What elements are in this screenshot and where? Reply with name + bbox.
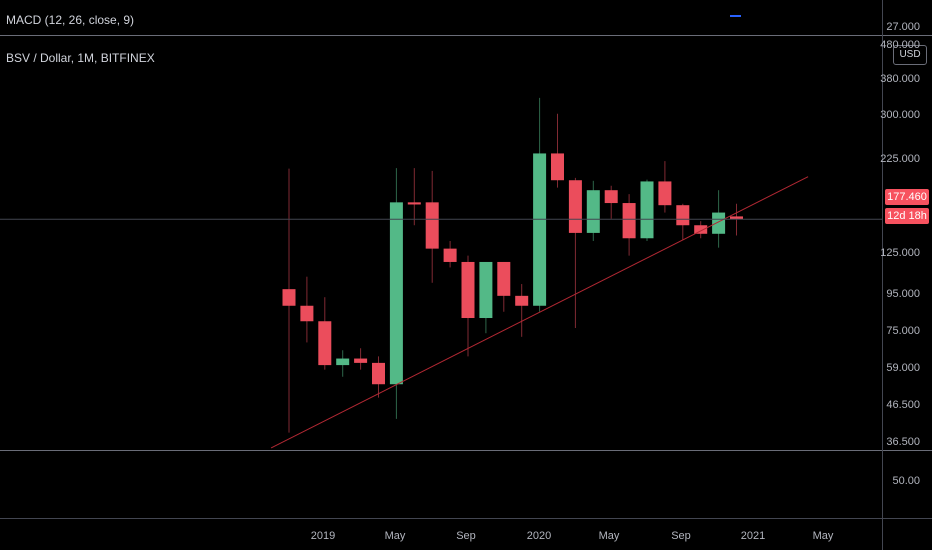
price-tick: 50.00 xyxy=(892,475,920,487)
candle-body[interactable] xyxy=(604,190,618,204)
candle-body[interactable] xyxy=(389,202,403,385)
candle-body[interactable] xyxy=(425,202,439,249)
price-tick: 125.000 xyxy=(880,247,920,259)
price-tick: 75.000 xyxy=(886,325,920,337)
candle-body[interactable] xyxy=(497,261,511,296)
candles-layer xyxy=(282,97,743,433)
price-tick: 480.000 xyxy=(880,39,920,51)
bar-countdown-badge: 12d 18h xyxy=(885,208,929,224)
candle-body[interactable] xyxy=(676,205,690,226)
candle-body[interactable] xyxy=(730,216,743,220)
current-price-badge: 177.460 xyxy=(885,189,929,205)
price-tick: 380.000 xyxy=(880,73,920,85)
currency-button[interactable]: USD xyxy=(893,45,927,65)
candle-body[interactable] xyxy=(479,261,493,319)
price-tick: 46.500 xyxy=(886,399,920,411)
candle-body[interactable] xyxy=(300,305,314,322)
time-tick: Sep xyxy=(456,530,476,542)
candle-body[interactable] xyxy=(622,203,636,239)
time-tick: May xyxy=(812,530,834,542)
time-tick: 2021 xyxy=(740,530,766,542)
symbol-label[interactable]: BSV / Dollar, 1M, BITFINEX xyxy=(6,51,155,65)
candle-body[interactable] xyxy=(586,190,600,233)
macd-legend-marker xyxy=(730,15,741,17)
price-tick: 225.000 xyxy=(880,153,920,165)
price-tick: 300.000 xyxy=(880,109,920,121)
candle-body[interactable] xyxy=(461,261,475,319)
candle-body[interactable] xyxy=(515,295,529,306)
time-axis-border xyxy=(0,518,932,519)
macd-pane-divider[interactable] xyxy=(0,35,932,36)
time-tick: Sep xyxy=(671,530,691,542)
candle-body[interactable] xyxy=(694,225,708,234)
candle-body[interactable] xyxy=(712,212,726,234)
time-tick: May xyxy=(384,530,406,542)
candle-body[interactable] xyxy=(318,321,332,366)
lower-pane-divider[interactable] xyxy=(0,450,932,451)
candle-body[interactable] xyxy=(372,362,385,385)
candle-body[interactable] xyxy=(533,153,547,306)
price-tick: 36.500 xyxy=(886,436,920,448)
price-axis-border xyxy=(882,0,883,550)
candle-body[interactable] xyxy=(407,202,421,205)
candle-body[interactable] xyxy=(640,181,654,239)
candle-body[interactable] xyxy=(354,358,368,363)
time-tick: 2019 xyxy=(310,530,336,542)
candle-body[interactable] xyxy=(443,248,457,262)
candle-body[interactable] xyxy=(658,181,672,206)
candle-body[interactable] xyxy=(568,180,582,233)
price-tick: 27.000 xyxy=(886,21,920,33)
candle-body[interactable] xyxy=(282,289,296,306)
candle-body[interactable] xyxy=(336,358,350,366)
support-trendline[interactable] xyxy=(270,176,809,449)
time-tick: May xyxy=(598,530,620,542)
price-tick: 59.000 xyxy=(886,362,920,374)
price-tick: 95.000 xyxy=(886,288,920,300)
candle-body[interactable] xyxy=(551,153,564,181)
macd-indicator-label[interactable]: MACD (12, 26, close, 9) xyxy=(6,13,135,27)
time-tick: 2020 xyxy=(526,530,552,542)
